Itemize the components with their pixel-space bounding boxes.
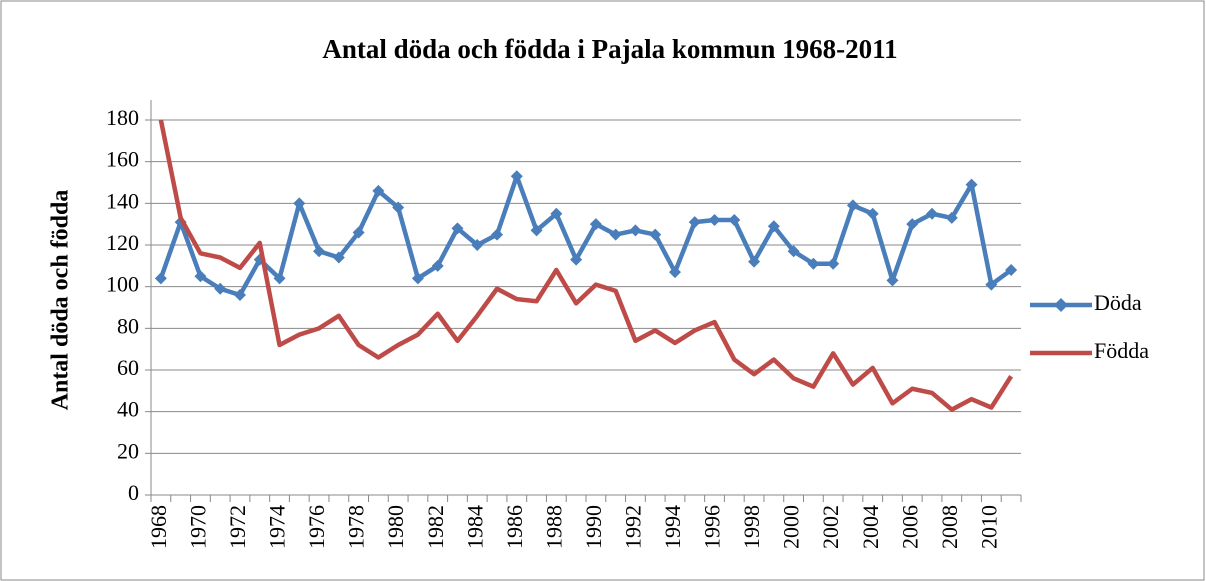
series-line [158,119,1014,412]
marker [293,197,306,210]
legend-label: Döda [1094,290,1142,315]
x-tick-label: 1984 [462,505,487,549]
x-tick-label: 1968 [146,505,171,549]
x-tick-label: 1980 [383,505,408,549]
marker [609,228,622,241]
x-tick-label: 1976 [304,505,329,549]
marker [886,274,899,287]
legend-marker [1054,298,1068,312]
marker [708,214,721,226]
marker [748,255,761,268]
marker [926,207,939,220]
marker [589,218,602,231]
y-tick-label: 180 [106,105,139,130]
marker [649,228,662,241]
marker [570,253,583,266]
marker [214,282,227,295]
x-tick-label: 1982 [423,505,448,549]
y-tick-label: 80 [117,313,139,338]
x-tick-label: 1996 [700,505,725,549]
marker [688,216,701,229]
marker [965,178,978,191]
y-tick-label: 120 [106,230,139,255]
marker [866,207,879,220]
marker [431,259,444,272]
x-tick-label: 1970 [185,505,210,549]
y-tick-label: 160 [106,147,139,172]
x-tick-label: 1986 [502,505,527,549]
marker [985,278,998,291]
marker [411,272,424,285]
y-tick-label: 140 [106,188,139,213]
x-tick-label: 1992 [620,505,645,549]
x-tick-label: 2004 [858,505,883,549]
marker [629,224,642,237]
y-axis-label: Antal döda och födda [48,190,74,411]
marker [352,226,365,239]
x-tick-label: 1988 [541,505,566,549]
marker [194,270,207,283]
marker [787,245,800,258]
x-tick-label: 2000 [779,505,804,549]
y-tick-label: 60 [117,355,139,380]
marker [767,220,780,233]
marker [807,257,820,270]
x-tick-label: 1998 [739,505,764,549]
x-tick-label: 1990 [581,505,606,549]
marker [451,222,464,235]
y-tick-label: 100 [106,272,139,297]
marker [945,211,958,224]
y-tick-label: 20 [117,438,139,463]
marker [827,257,840,270]
x-tick-label: 2008 [937,505,962,549]
x-tick-label: 1994 [660,505,685,549]
x-tick-label: 2002 [818,505,843,549]
marker [530,224,543,237]
marker [332,251,345,264]
x-tick-label: 2010 [976,505,1001,549]
marker [846,199,859,212]
marker [313,245,326,258]
marker [372,184,385,197]
marker [233,289,246,301]
y-tick-label: 40 [117,397,139,422]
marker [510,170,523,183]
marker [668,266,681,279]
legend-label: Födda [1094,338,1149,363]
y-tick-label: 0 [128,480,139,505]
marker [392,201,405,214]
marker [471,239,484,251]
x-tick-label: 2006 [897,505,922,549]
marker [728,214,741,226]
marker [550,207,563,220]
marker [1005,264,1018,276]
marker [154,272,167,285]
marker [273,272,286,285]
marker [491,228,504,241]
chart-title: Antal döda och födda i Pajala kommun 196… [322,34,897,64]
marker [906,218,919,231]
x-tick-label: 1978 [344,505,369,549]
x-tick-label: 1972 [225,505,250,549]
x-tick-label: 1974 [265,505,290,549]
